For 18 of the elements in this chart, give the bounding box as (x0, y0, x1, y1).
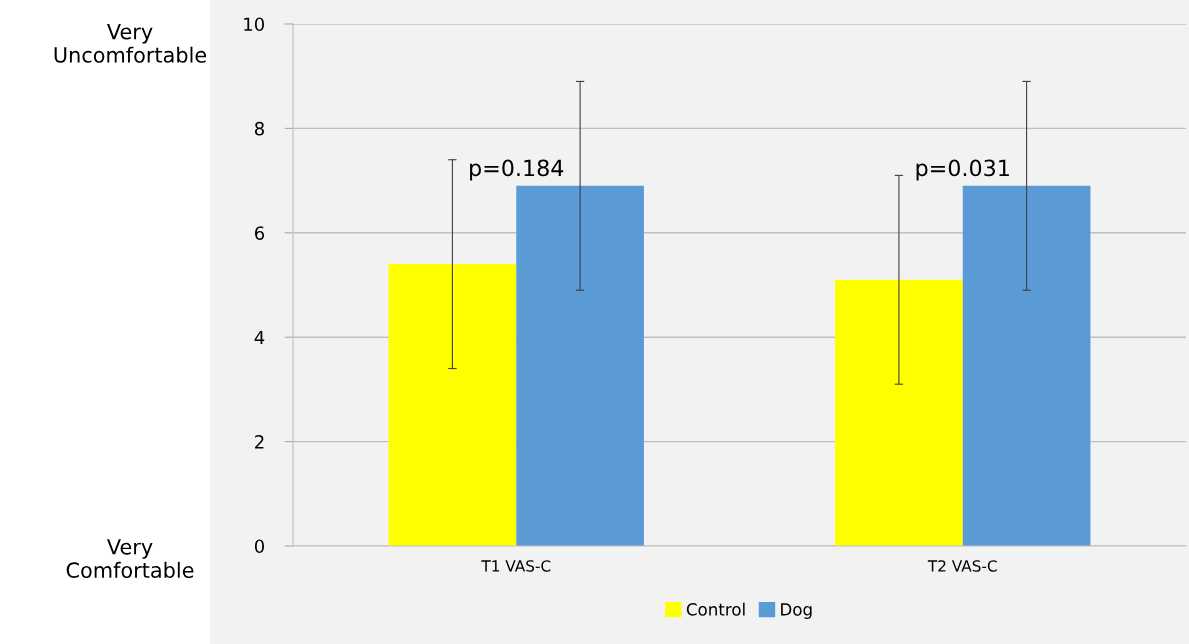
bar (516, 185, 644, 546)
x-tick-label: T2 VAS-C (927, 560, 997, 572)
bar (835, 279, 963, 546)
legend-label: Control (686, 602, 745, 616)
y-tick-label: 4 (254, 330, 265, 345)
x-tick-label: T1 VAS-C (481, 560, 551, 572)
annotation: p=0.031 (916, 159, 1009, 181)
annotation: p=0.184 (470, 159, 564, 181)
bar (962, 185, 1091, 546)
text: Very Comfortable (66, 539, 194, 578)
bar (388, 264, 517, 546)
y-tick-label: 0 (254, 539, 265, 554)
y-tick-label: 8 (254, 121, 264, 136)
y-tick-label: 10 (244, 17, 265, 32)
y-tick-label: 2 (255, 435, 264, 449)
legend-label: Dog (781, 603, 812, 619)
text: Very Uncomfortable (54, 23, 207, 63)
y-tick-label: 6 (255, 226, 265, 240)
